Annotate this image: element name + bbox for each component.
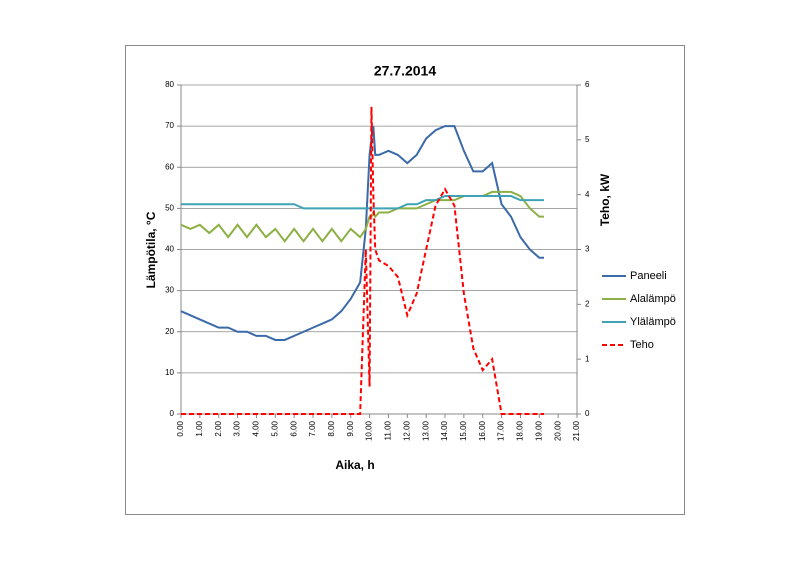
y2-tick-label: 5	[585, 135, 590, 144]
x-tick-label: 11.00	[384, 420, 393, 440]
y-tick-label: 50	[165, 203, 174, 212]
x-tick-label: 6.00	[289, 420, 298, 436]
y-tick-label: 40	[165, 245, 174, 254]
x-axis-label: Aika, h	[335, 458, 374, 472]
x-tick-label: 19.00	[534, 420, 543, 441]
y2-axis-label: Teho, kW	[598, 173, 612, 226]
y-tick-label: 20	[165, 327, 174, 336]
x-tick-label: 2.00	[214, 420, 223, 436]
series-line	[181, 106, 544, 415]
x-tick-label: 7.00	[308, 420, 317, 436]
y2-tick-label: 4	[585, 190, 590, 199]
y-tick-label: 30	[165, 286, 174, 295]
y2-tick-label: 1	[585, 354, 590, 363]
y-tick-label: 60	[165, 162, 174, 171]
y-tick-label: 0	[170, 409, 175, 418]
x-tick-label: 20.00	[553, 420, 562, 441]
x-tick-label: 15.00	[459, 420, 468, 441]
x-tick-label: 16.00	[478, 420, 487, 441]
chart-title: 27.7.2014	[374, 63, 436, 79]
x-tick-label: 12.00	[402, 420, 411, 441]
legend-label: Paneeli	[630, 270, 667, 282]
x-tick-label: 14.00	[440, 420, 449, 441]
y-axis-label: Lämpötila, °C	[144, 211, 158, 288]
y-tick-label: 70	[165, 121, 174, 130]
y2-tick-label: 3	[585, 245, 590, 254]
y2-tick-label: 6	[585, 80, 590, 89]
chart-frame	[125, 45, 685, 515]
x-tick-label: 4.00	[252, 420, 261, 436]
x-tick-label: 8.00	[327, 420, 336, 436]
x-tick-label: 0.00	[176, 420, 185, 436]
x-tick-label: 17.00	[497, 420, 506, 441]
y2-tick-label: 2	[585, 299, 590, 308]
y-tick-label: 10	[165, 368, 174, 377]
x-tick-label: 5.00	[270, 420, 279, 436]
legend-label: Alalämpö	[630, 293, 676, 305]
legend-label: Teho	[630, 339, 654, 351]
x-tick-label: 18.00	[516, 420, 525, 441]
x-tick-label: 13.00	[421, 420, 430, 441]
legend-label: Ylälämpö	[630, 316, 676, 328]
x-tick-label: 10.00	[365, 420, 374, 441]
x-tick-label: 1.00	[195, 420, 204, 436]
y-tick-label: 80	[165, 80, 174, 89]
y2-tick-label: 0	[585, 409, 590, 418]
x-tick-label: 21.00	[572, 420, 581, 441]
x-tick-label: 3.00	[233, 420, 242, 436]
x-tick-label: 9.00	[346, 420, 355, 436]
